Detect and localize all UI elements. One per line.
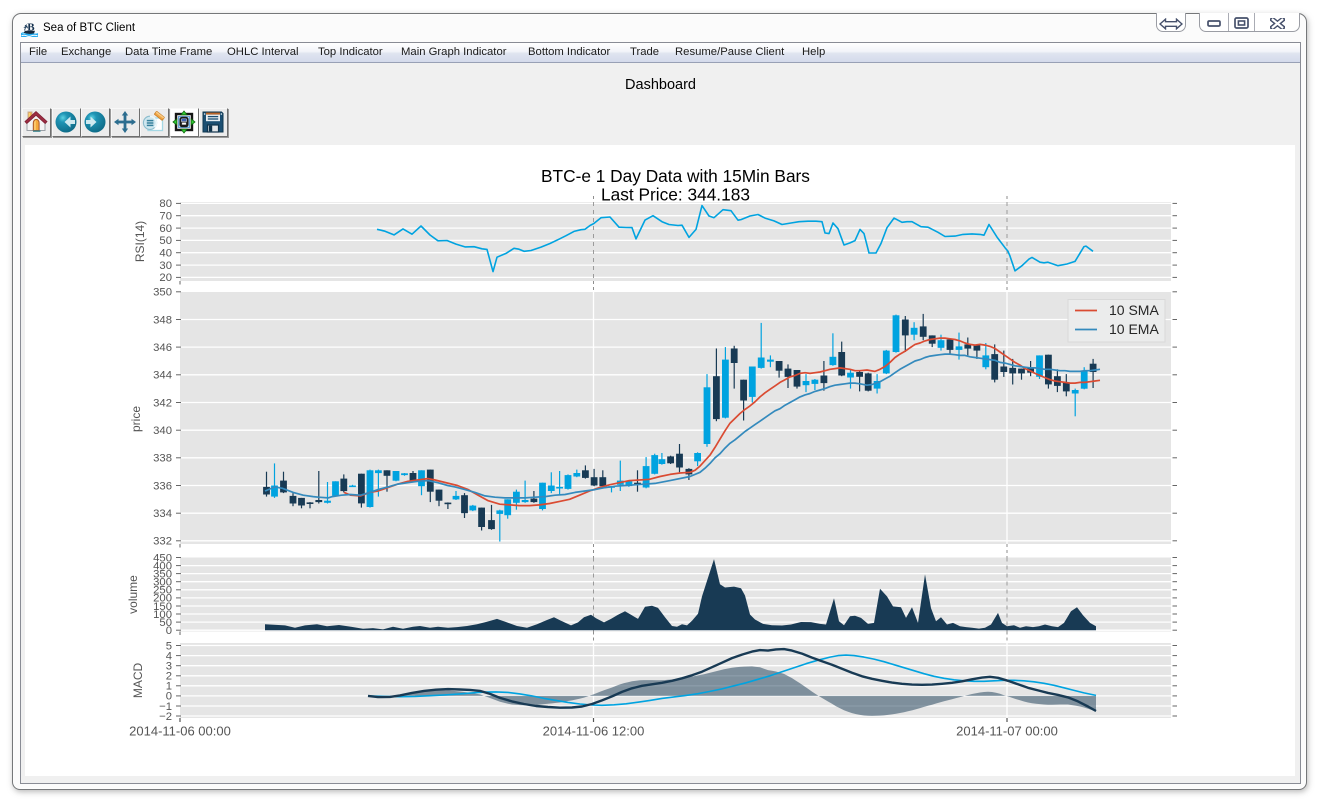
svg-text:0: 0 — [166, 691, 172, 703]
svg-text:70: 70 — [159, 211, 172, 223]
svg-text:50: 50 — [159, 617, 172, 629]
svg-text:20: 20 — [159, 272, 172, 284]
svg-text:30: 30 — [159, 260, 172, 272]
svg-text:MACD: MACD — [131, 663, 145, 699]
svg-text:400: 400 — [153, 560, 172, 572]
svg-text:300: 300 — [153, 577, 172, 589]
svg-text:3: 3 — [166, 661, 172, 673]
svg-text:100: 100 — [153, 609, 172, 621]
svg-text:−2: −2 — [159, 711, 172, 723]
svg-text:348: 348 — [153, 314, 172, 326]
svg-text:B: B — [27, 22, 35, 34]
svg-text:RSI(14): RSI(14) — [133, 221, 147, 262]
svg-text:250: 250 — [153, 585, 172, 597]
svg-text:450: 450 — [153, 552, 172, 564]
svg-text:346: 346 — [153, 342, 172, 354]
svg-text:336: 336 — [153, 480, 172, 492]
svg-text:2014-11-06 00:00: 2014-11-06 00:00 — [129, 724, 231, 739]
svg-text:price: price — [129, 406, 143, 432]
svg-text:50: 50 — [159, 235, 172, 247]
svg-text:350: 350 — [153, 568, 172, 580]
svg-text:40: 40 — [159, 248, 172, 260]
svg-text:150: 150 — [153, 601, 172, 613]
svg-text:10 SMA: 10 SMA — [1109, 302, 1159, 318]
svg-text:5: 5 — [166, 640, 172, 652]
svg-text:2014-11-07 00:00: 2014-11-07 00:00 — [956, 724, 1058, 739]
svg-text:334: 334 — [153, 508, 172, 520]
svg-text:344: 344 — [153, 370, 172, 382]
svg-text:0: 0 — [166, 625, 172, 637]
svg-text:200: 200 — [153, 593, 172, 605]
svg-text:2014-11-06 12:00: 2014-11-06 12:00 — [543, 724, 645, 739]
svg-text:Last Price: 344.183: Last Price: 344.183 — [601, 185, 750, 205]
svg-text:2: 2 — [166, 671, 172, 683]
svg-text:10 EMA: 10 EMA — [1109, 321, 1159, 337]
svg-text:80: 80 — [159, 198, 172, 210]
svg-text:350: 350 — [153, 287, 172, 299]
svg-text:1: 1 — [166, 681, 172, 693]
svg-text:volume: volume — [126, 575, 140, 614]
svg-text:332: 332 — [153, 536, 172, 548]
svg-text:4: 4 — [166, 650, 172, 662]
svg-text:340: 340 — [153, 425, 172, 437]
svg-text:−1: −1 — [159, 701, 172, 713]
svg-text:BTC-e 1 Day Data with 15Min Ba: BTC-e 1 Day Data with 15Min Bars — [541, 166, 810, 186]
svg-text:60: 60 — [159, 223, 172, 235]
svg-text:338: 338 — [153, 453, 172, 465]
svg-text:342: 342 — [153, 397, 172, 409]
